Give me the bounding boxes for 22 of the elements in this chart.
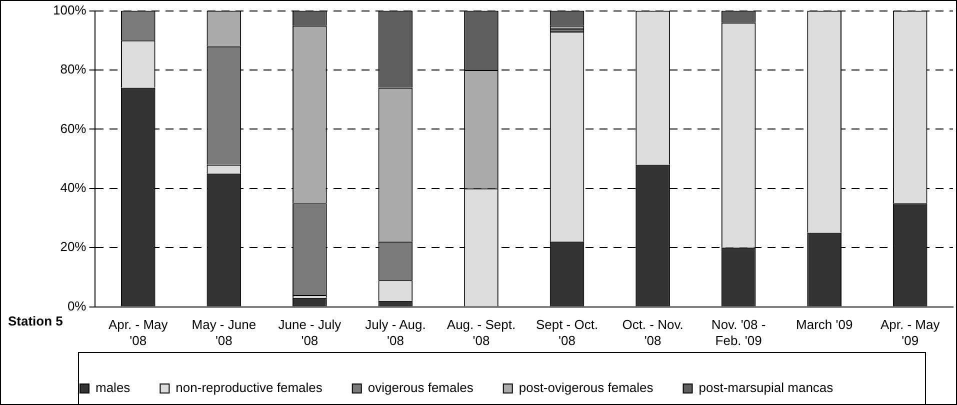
y-tick-label: 80%	[60, 62, 87, 77]
x-tick-label: Sept - Oct. '08	[536, 317, 598, 348]
y-tick-label: 0%	[67, 298, 87, 314]
x-tick-label: Oct. - Nov. '08	[622, 317, 684, 348]
legend-label: ovigerous females	[368, 380, 474, 396]
x-tick-label: July - Aug. '08	[365, 317, 426, 348]
legend-label: post-ovigerous females	[518, 380, 654, 396]
legend-label: males	[96, 380, 131, 396]
y-tick-label: 60%	[60, 120, 87, 136]
legend-label: non-reproductive females	[176, 380, 323, 396]
x-tick-label: May - June '08	[192, 317, 256, 348]
legend-label: post-marsupial mancas	[698, 380, 834, 396]
x-tick-label: Nov. '08 - Feb. '09	[711, 317, 766, 348]
x-tick-label: Apr. - May '08	[108, 317, 168, 348]
y-tick-label: 40%	[60, 180, 87, 195]
x-tick-label: Aug. - Sept. '08	[446, 317, 516, 348]
x-tick-label: June - July '08	[278, 317, 342, 348]
y-tick-label: 20%	[60, 239, 87, 254]
text: Station 5	[8, 314, 63, 329]
x-tick-label: Apr. - May '09	[880, 317, 940, 348]
y-tick-label: 100%	[53, 2, 87, 18]
x-tick-label: March '09	[796, 317, 853, 332]
